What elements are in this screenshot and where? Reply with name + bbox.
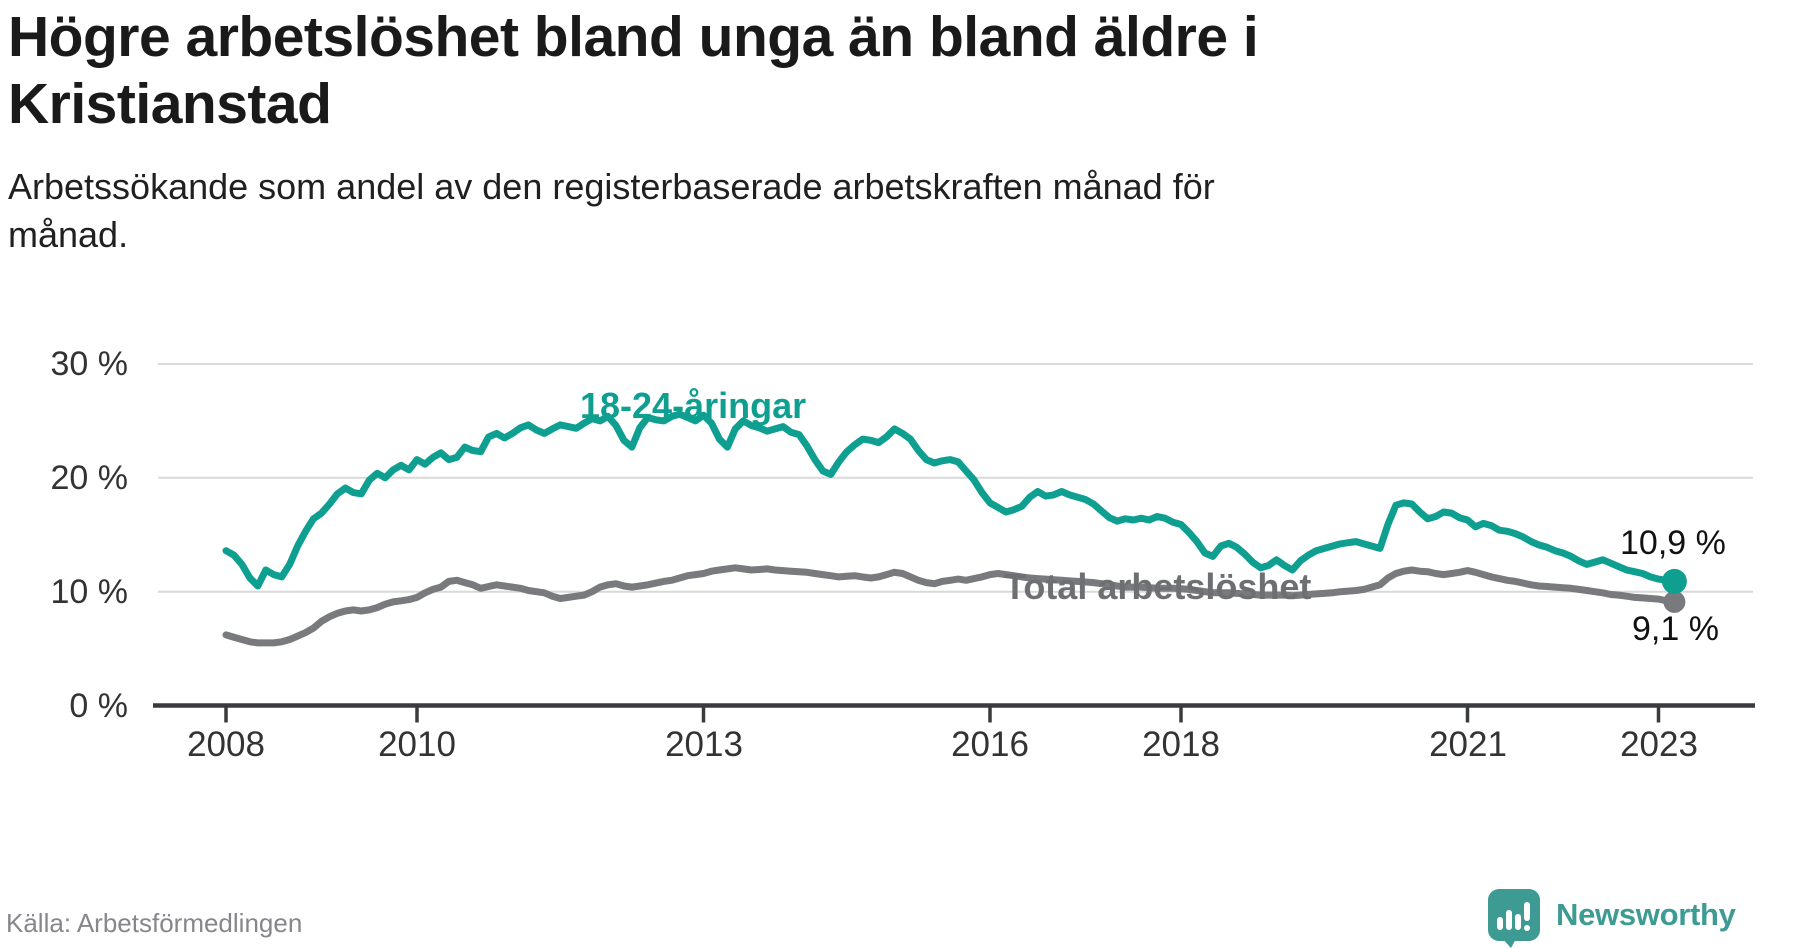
source-note: Källa: Arbetsförmedlingen — [6, 908, 303, 938]
newsworthy-logo-icon — [1488, 889, 1540, 948]
page-title-line1: Högre arbetslöshet bland unga än bland ä… — [8, 5, 1259, 69]
y-tick-label: 0 % — [69, 687, 128, 725]
x-tick-label: 2023 — [1620, 725, 1698, 764]
chart-subtitle: Arbetssökande som andel av den registerb… — [8, 163, 1728, 259]
series-end-dots — [1661, 568, 1687, 613]
y-tick-label: 20 % — [50, 459, 129, 497]
end-value-young: 10,9 % — [1620, 524, 1726, 562]
series-lines — [222, 410, 1678, 647]
gridlines — [158, 363, 1753, 593]
series-label-total: Total arbetslöshet — [1004, 566, 1312, 607]
y-tick-label: 30 % — [50, 345, 129, 383]
y-tick-label: 10 % — [50, 573, 129, 611]
x-tick-label: 2016 — [951, 725, 1029, 764]
x-tick-label: 2008 — [187, 725, 265, 764]
chart-subtitle-line1: Arbetssökande som andel av den registerb… — [8, 166, 1215, 207]
x-tick-label: 2010 — [378, 725, 456, 764]
page-title-line2: Kristianstad — [8, 71, 332, 136]
x-tick-label: 2021 — [1429, 725, 1507, 764]
end-value-total: 9,1 % — [1632, 610, 1719, 648]
chart-subtitle-line2: månad. — [8, 213, 129, 255]
x-tick-label: 2018 — [1142, 725, 1220, 764]
page-title: Högre arbetslöshet bland unga än bland ä… — [8, 4, 1728, 137]
x-tick-label: 2013 — [665, 725, 743, 764]
x-axis — [153, 703, 1755, 723]
newsworthy-brand-text: Newsworthy — [1556, 897, 1736, 932]
series-label-young: 18-24-åringar — [580, 385, 807, 426]
